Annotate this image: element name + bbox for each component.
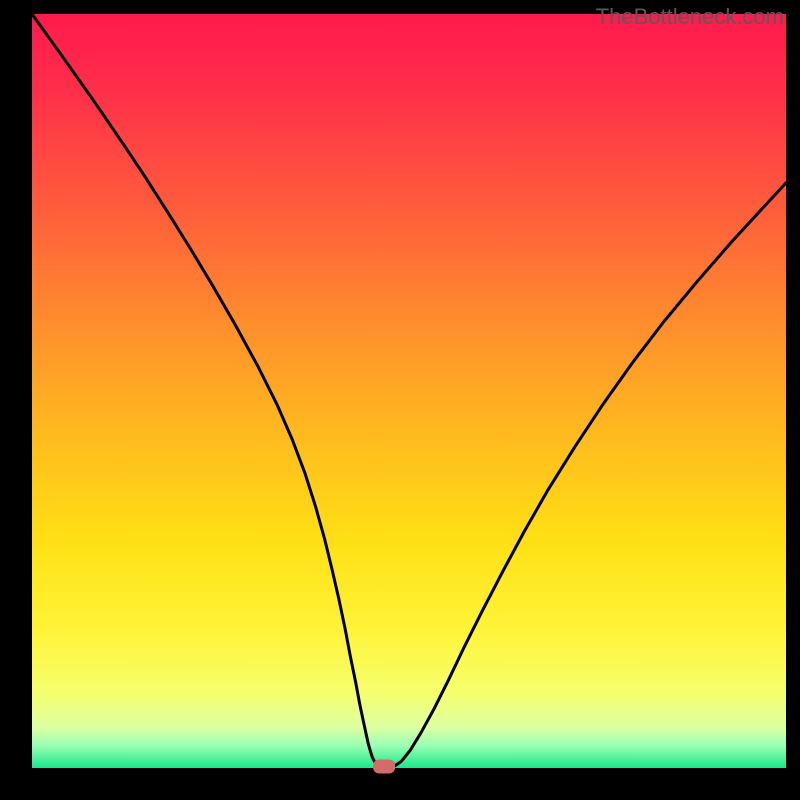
plot-background bbox=[32, 14, 786, 768]
watermark-text: TheBottleneck.com bbox=[596, 4, 784, 30]
optimum-marker bbox=[373, 759, 395, 773]
chart-stage: TheBottleneck.com bbox=[0, 0, 800, 800]
bottleneck-chart bbox=[0, 0, 800, 800]
